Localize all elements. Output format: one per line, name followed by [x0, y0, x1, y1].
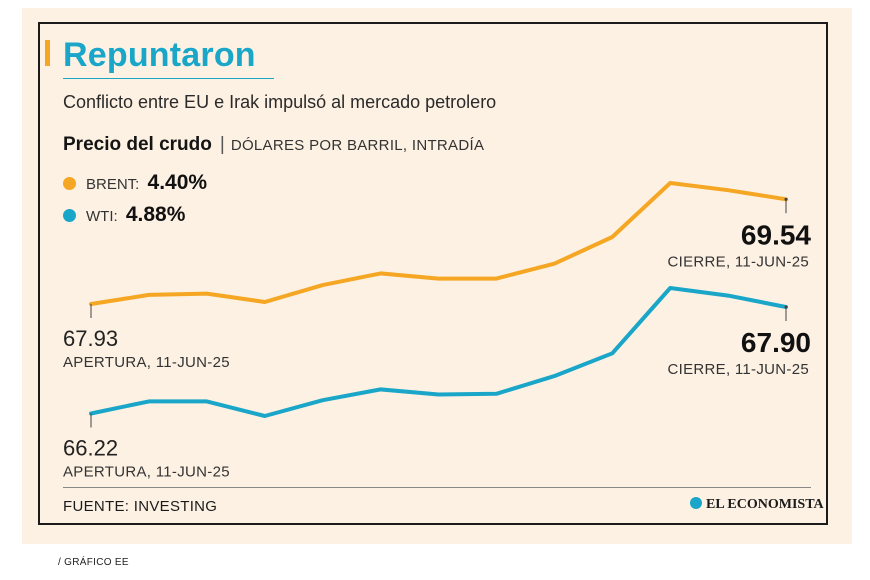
series-line-brent [89, 181, 788, 306]
chart-heading: Precio del crudo | DÓLARES POR BARRIL, INT… [63, 134, 484, 156]
close-label-brent: CIERRE, 11-JUN-25 [667, 253, 809, 270]
legend-dot-brent [63, 176, 76, 190]
open-label-wti: APERTURA, 11-JUN-25 [63, 463, 230, 480]
legend-item-wti: WTI: 4.88% [63, 203, 185, 227]
chart-title: Repuntaron [63, 36, 256, 74]
close-value-wti: 67.90 [741, 327, 811, 358]
heading-separator: | [219, 134, 225, 155]
series-wti: 67.90 CIERRE, 11-JUN-25 66.22 APERTURA, … [63, 286, 811, 480]
open-value-wti: 66.22 [63, 435, 118, 460]
economista-logo-icon [690, 497, 702, 509]
legend-item-brent: BRENT: 4.40% [63, 171, 207, 195]
close-point-brent [784, 197, 788, 201]
legend-value-brent: 4.40% [147, 171, 208, 194]
footer-divider [63, 487, 811, 488]
close-point-wti [784, 305, 788, 309]
open-value-brent: 67.93 [63, 326, 118, 351]
title-accent-bar [45, 40, 50, 66]
open-label-brent: APERTURA, 11-JUN-25 [63, 354, 230, 371]
chart-background [22, 8, 852, 544]
brand-logo: EL ECONOMISTA [690, 497, 824, 513]
chart-subtitle: Conflicto entre EU e Irak impulsó al mer… [63, 92, 497, 112]
legend-name-brent: BRENT: [86, 176, 140, 193]
chart-unit-label: DÓLARES POR BARRIL, INTRADÍA [230, 137, 485, 154]
chart-frame [38, 22, 828, 525]
close-value-brent: 69.54 [741, 219, 811, 250]
graphic-credit: / GRÁFICO EE [58, 557, 129, 568]
series-brent: 69.54 CIERRE, 11-JUN-25 67.93 APERTURA, … [63, 181, 811, 371]
series-line-wti [89, 286, 788, 418]
legend-value-wti: 4.88% [125, 203, 186, 226]
brand-name: EL ECONOMISTA [706, 497, 824, 512]
legend-name-wti: WTI: [86, 208, 118, 225]
source-label: FUENTE: INVESTING [63, 498, 218, 515]
title-underline [63, 78, 274, 79]
chart-heading-label: Precio del crudo [63, 134, 212, 155]
legend-dot-wti [63, 208, 76, 222]
close-label-wti: CIERRE, 11-JUN-25 [667, 361, 809, 378]
